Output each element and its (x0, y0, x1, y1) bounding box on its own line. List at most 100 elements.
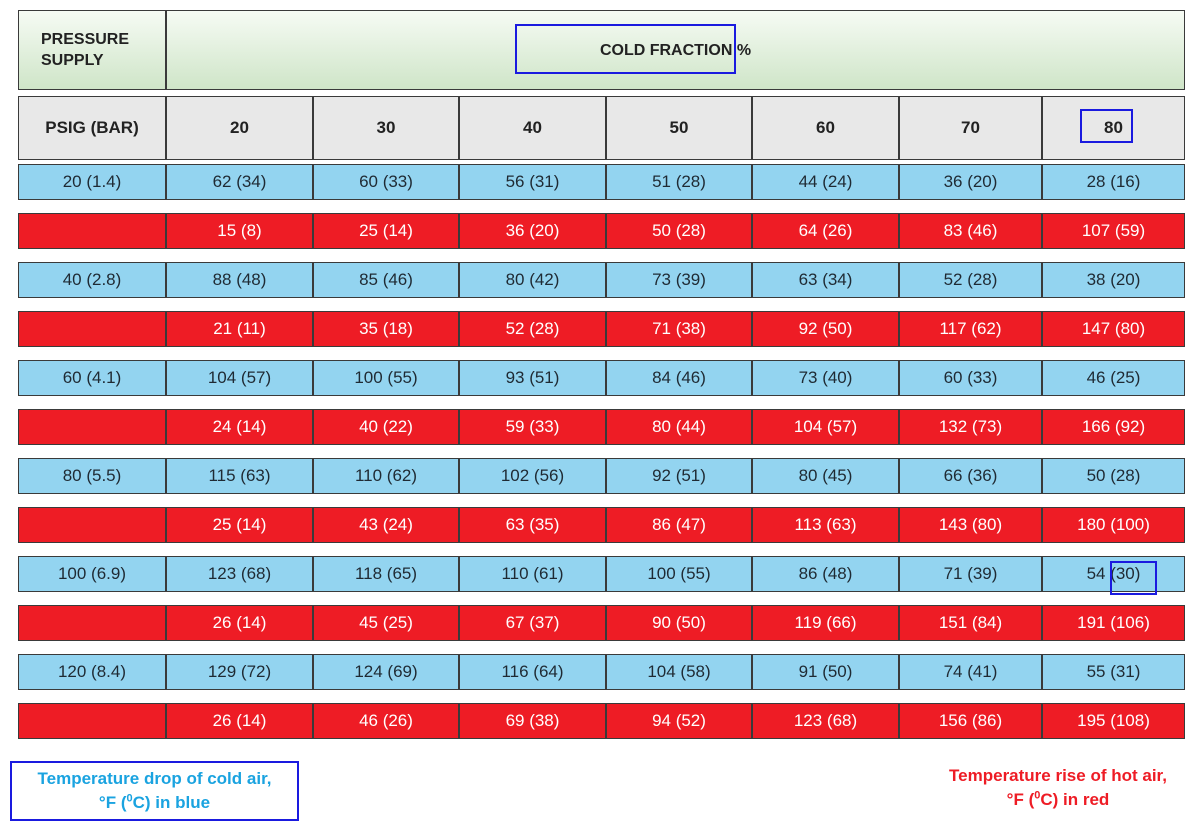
subheader-row: PSIG (BAR) 20 30 40 50 60 70 80 (18, 96, 1185, 160)
cold-value-cell: 74 (41) (899, 654, 1042, 690)
cold-value-cell: 73 (39) (606, 262, 752, 298)
hot-value-cell: 67 (37) (459, 605, 606, 641)
hot-row: 25 (14) 43 (24) 63 (35) 86 (47) 113 (63) 143 … (18, 507, 1185, 543)
cold-row: 60 (4.1) 104 (57) 100 (55) 93 (51) 84 (46) 73… (18, 360, 1185, 396)
cold-value-cell: 51 (28) (606, 164, 752, 200)
fraction-header-80: 80 (1042, 96, 1185, 160)
hot-row: 15 (8) 25 (14) 36 (20) 50 (28) 64 (26) 83 (46… (18, 213, 1185, 249)
hot-value-cell: 15 (8) (166, 213, 313, 249)
hot-value-cell: 107 (59) (1042, 213, 1185, 249)
cold-value-cell: 60 (33) (899, 360, 1042, 396)
cold-fraction-label: COLD FRACTION % (599, 41, 752, 59)
hot-value-cell: 69 (38) (459, 703, 606, 739)
hot-value-cell: 104 (57) (752, 409, 899, 445)
hot-row: 26 (14) 45 (25) 67 (37) 90 (50) 119 (66) 151 … (18, 605, 1185, 641)
hot-value-cell: 94 (52) (606, 703, 752, 739)
pressure-cell: 40 (2.8) (18, 262, 166, 298)
cold-legend-line2: °F (0C) in blue (98, 792, 211, 812)
fraction-header-70: 70 (899, 96, 1042, 160)
pressure-cell: 100 (6.9) (18, 556, 166, 592)
cold-value-cell: 110 (62) (313, 458, 459, 494)
cold-value-cell: 63 (34) (752, 262, 899, 298)
cold-value-cell: 44 (24) (752, 164, 899, 200)
hot-value-cell: 26 (14) (166, 703, 313, 739)
cold-value-cell: 104 (57) (166, 360, 313, 396)
cold-fraction-highlight-box (515, 24, 736, 74)
hot-value-cell: 63 (35) (459, 507, 606, 543)
fraction-header-50: 50 (606, 96, 752, 160)
cold-value-cell: 66 (36) (899, 458, 1042, 494)
hot-value-cell: 26 (14) (166, 605, 313, 641)
hot-value-cell: 92 (50) (752, 311, 899, 347)
hot-value-cell: 151 (84) (899, 605, 1042, 641)
hot-value-cell: 36 (20) (459, 213, 606, 249)
hot-value-cell: 132 (73) (899, 409, 1042, 445)
hot-value-cell: 195 (108) (1042, 703, 1185, 739)
hot-row: 24 (14) 40 (22) 59 (33) 80 (44) 104 (57) 132 … (18, 409, 1185, 445)
cold-value-cell: 55 (31) (1042, 654, 1185, 690)
hot-value-cell: 191 (106) (1042, 605, 1185, 641)
hot-value-cell: 90 (50) (606, 605, 752, 641)
pressure-cell-empty (18, 507, 166, 543)
hot-value-cell: 86 (47) (606, 507, 752, 543)
hot-value-cell: 80 (44) (606, 409, 752, 445)
pressure-cell: 60 (4.1) (18, 360, 166, 396)
cold-value-cell: 123 (68) (166, 556, 313, 592)
cold-value-cell: 92 (51) (606, 458, 752, 494)
hot-value-cell: 71 (38) (606, 311, 752, 347)
cold-value-cell: 100 (55) (313, 360, 459, 396)
fraction-header-20: 20 (166, 96, 313, 160)
hot-value-cell: 21 (11) (166, 311, 313, 347)
cold-row: 80 (5.5) 115 (63) 110 (62) 102 (56) 92 (51) 8… (18, 458, 1185, 494)
hot-row: 21 (11) 35 (18) 52 (28) 71 (38) 92 (50) 117 (… (18, 311, 1185, 347)
hot-air-legend: Temperature rise of hot air, °F (0C) in … (920, 764, 1196, 812)
hot-row: 26 (14) 46 (26) 69 (38) 94 (52) 123 (68) 156 … (18, 703, 1185, 739)
cold-value-cell: 124 (69) (313, 654, 459, 690)
cold-fraction-header: COLD FRACTION % (166, 10, 1185, 90)
pressure-cell: 20 (1.4) (18, 164, 166, 200)
hot-value-cell: 59 (33) (459, 409, 606, 445)
cold-value-cell: 100 (55) (606, 556, 752, 592)
cold-value-cell: 73 (40) (752, 360, 899, 396)
cold-value-cell: 52 (28) (899, 262, 1042, 298)
cold-legend-line1: Temperature drop of cold air, (37, 769, 272, 788)
cold-value-cell: 60 (33) (313, 164, 459, 200)
cold-value-cell: 115 (63) (166, 458, 313, 494)
hot-value-cell: 119 (66) (752, 605, 899, 641)
cold-row: 20 (1.4) 62 (34) 60 (33) 56 (31) 51 (28) 44 (… (18, 164, 1185, 200)
hot-value-cell: 25 (14) (166, 507, 313, 543)
hot-value-cell: 143 (80) (899, 507, 1042, 543)
cold-value-cell: 91 (50) (752, 654, 899, 690)
hot-value-cell: 52 (28) (459, 311, 606, 347)
pressure-cell-empty (18, 311, 166, 347)
hot-value-cell: 117 (62) (899, 311, 1042, 347)
psig-bar-header: PSIG (BAR) (18, 96, 166, 160)
cold-value-cell: 62 (34) (166, 164, 313, 200)
cold-value-cell: 102 (56) (459, 458, 606, 494)
cold-value-cell: 118 (65) (313, 556, 459, 592)
pressure-cell-empty (18, 605, 166, 641)
hot-legend-line2: °F (0C) in red (1006, 789, 1110, 809)
cold-value-cell: 80 (42) (459, 262, 606, 298)
pressure-cell-empty (18, 213, 166, 249)
cold-value-cell: 56 (31) (459, 164, 606, 200)
cold-value-cell: 28 (16) (1042, 164, 1185, 200)
hot-value-cell: 40 (22) (313, 409, 459, 445)
cold-value-cell: 85 (46) (313, 262, 459, 298)
hot-value-cell: 123 (68) (752, 703, 899, 739)
cold-value-cell: 110 (61) (459, 556, 606, 592)
pressure-cell-empty (18, 703, 166, 739)
hot-value-cell: 64 (26) (752, 213, 899, 249)
hot-value-cell: 113 (63) (752, 507, 899, 543)
value-30-highlight-box (1110, 561, 1157, 595)
cold-row: 100 (6.9) 123 (68) 118 (65) 110 (61) 100 (55… (18, 556, 1185, 592)
cold-value-cell: 129 (72) (166, 654, 313, 690)
cold-value-cell: 71 (39) (899, 556, 1042, 592)
hot-value-cell: 180 (100) (1042, 507, 1185, 543)
cold-air-legend: Temperature drop of cold air, °F (0C) in… (10, 761, 299, 821)
cold-value-cell: 54 (30) (1042, 556, 1185, 592)
fraction-80-highlight-box (1080, 109, 1133, 143)
header-row: PRESSURE SUPPLY COLD FRACTION % (18, 10, 1185, 90)
hot-value-cell: 83 (46) (899, 213, 1042, 249)
cold-value-cell: 46 (25) (1042, 360, 1185, 396)
